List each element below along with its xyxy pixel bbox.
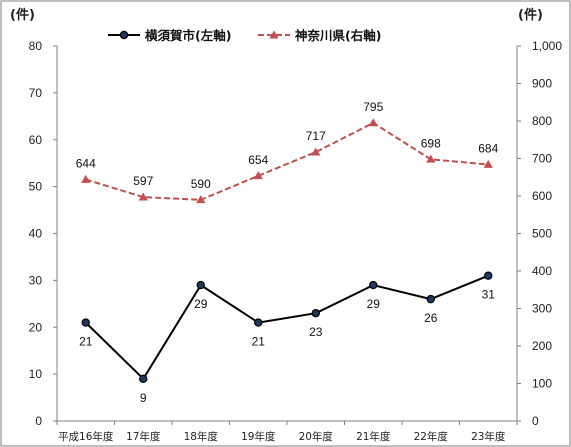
left-axis-tick-label: 20 [29,320,43,334]
data-label: 21 [79,335,93,349]
legend-label-kanagawa: 神奈川県(右軸) [295,28,381,43]
x-axis-tick-label: 19年度 [241,430,276,443]
series-line [85,274,489,380]
right-axis-tick-label: 600 [532,189,552,203]
data-point [311,308,320,318]
data-label: 21 [252,335,266,349]
right-axis-tick-label: 300 [532,302,552,316]
right-axis-tick-label: 700 [532,152,552,166]
data-label: 698 [421,136,441,150]
data-label: 26 [424,311,438,325]
data-label: 597 [133,174,153,188]
data-label: 717 [306,129,326,143]
x-axis-tick-label: 18年度 [184,430,219,443]
right-axis-tick-label: 800 [532,114,552,128]
left-axis-tick-label: 70 [29,86,43,100]
legend-label-yokosuka: 横須賀市(左軸) [145,28,231,43]
data-point [196,280,205,290]
right-axis-tick-label: 100 [532,377,552,391]
x-axis-tick-label: 20年度 [299,430,334,443]
data-point [81,318,90,327]
series-line [85,121,489,201]
legend-marker-yokosuka [119,30,129,40]
x-axis-tick-label: 平成16年度 [58,430,114,443]
data-point [81,174,91,183]
data-label: 31 [482,288,496,302]
data-label: 9 [140,391,147,405]
data-point [426,294,435,304]
data-point [253,171,263,180]
series-kanagawa: 644 597 590 654 717 795 698 684 [76,100,499,204]
x-axis-tick-label: 22年度 [414,430,449,443]
data-point [254,318,263,327]
left-axis-tick-label: 60 [29,133,43,147]
data-label: 23 [309,325,323,339]
left-axis-tick-label: 0 [35,414,42,428]
x-axis-tick-label: 23年度 [471,430,506,443]
data-label: 29 [194,297,208,311]
data-label: 29 [367,297,381,311]
left-axis-tick-label: 10 [29,367,43,381]
data-point [196,195,206,204]
data-point [484,271,493,280]
data-point [426,154,436,163]
left-axis-tick-label: 40 [29,227,43,241]
left-axis-tick-label: 80 [29,39,43,53]
data-point [483,159,493,168]
data-point [368,118,378,127]
right-axis-unit-label: (件) [518,7,543,23]
left-axis-tick-label: 30 [29,273,43,287]
series-layer: 21 9 29 21 23 29 26 31 644 597 590 654 717 795 698 684 [76,100,499,405]
right-axis-tick-label: 200 [532,339,552,353]
series-yokosuka: 21 9 29 21 23 29 26 31 [79,271,496,405]
right-axis-tick-label: 500 [532,227,552,241]
x-axis-tick-label: 21年度 [356,430,391,443]
left-axis-unit-label: (件) [10,7,35,23]
right-axis-tick-label: 0 [532,414,539,428]
right-axis-tick-label: 900 [532,77,552,91]
data-point [369,280,378,290]
right-axis-tick-label: 1,000 [532,39,562,53]
data-point [138,192,148,201]
data-label: 795 [363,100,383,114]
legend-marker-kanagawa [269,30,279,39]
data-label: 684 [478,142,498,156]
legend: 横須賀市(左軸) 神奈川県(右軸) [108,28,381,43]
data-label: 644 [76,157,96,171]
data-label: 590 [191,177,211,191]
data-point [311,147,321,156]
left-axis-tick-label: 50 [29,180,43,194]
data-point [139,374,148,384]
right-axis-tick-label: 400 [532,264,552,278]
data-label: 654 [248,153,268,167]
axes: 0102030405060708001002003004005006007008… [29,39,563,443]
x-axis-tick-label: 17年度 [126,430,161,443]
